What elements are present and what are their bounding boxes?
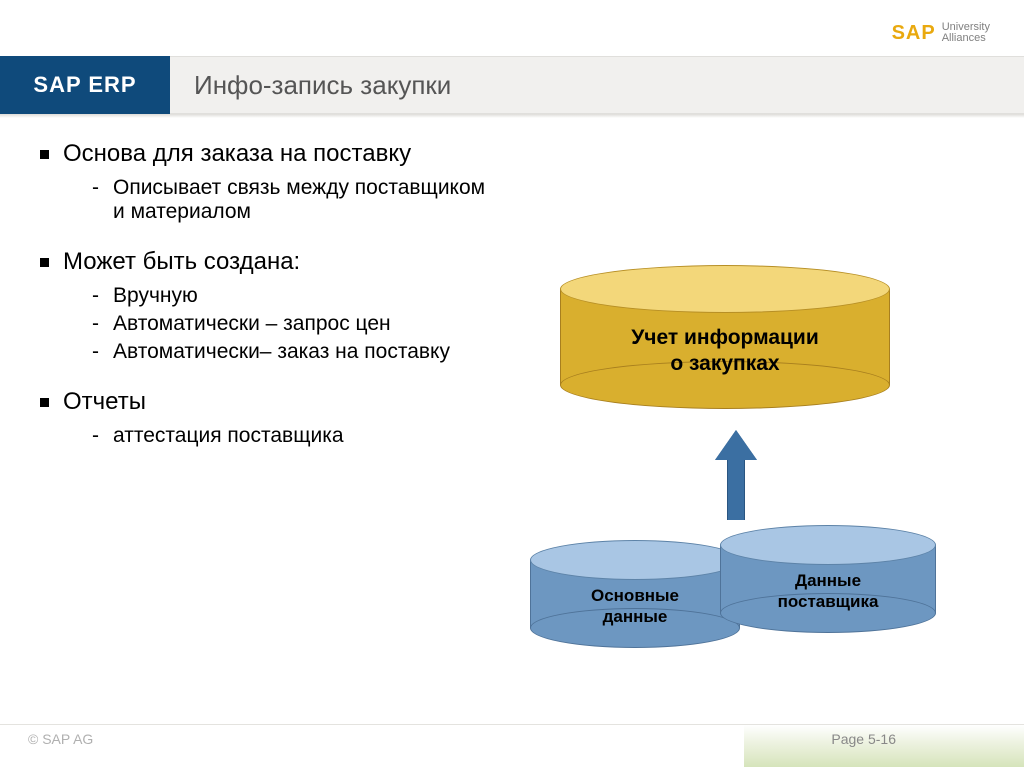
cylinder-label-right: Данныепоставщика [720,557,936,625]
sub-bullet-text: Автоматически – запрос цен [113,312,391,336]
content: Основа для заказа на поставку-Описывает … [40,140,994,697]
logo-ua-text: University Alliances [942,22,990,44]
left-column: Основа для заказа на поставку-Описывает … [40,140,490,697]
title-area: Инфо-запись закупки [170,56,1024,114]
cylinder-label-top: Учет информациио закупках [560,303,890,399]
bullet-text: Отчеты [63,388,146,416]
sub-bullet-text: аттестация поставщика [113,424,344,448]
bullet-text: Основа для заказа на поставку [63,140,411,168]
up-arrow-icon [715,430,757,520]
title-underline [0,114,1024,118]
dash-icon: - [92,312,99,336]
sub-bullet-item: -Вручную [92,284,490,308]
bullet-item: Отчеты -аттестация поставщика [40,388,490,448]
sub-bullet-text: Вручную [113,284,198,308]
cylinder-top: Учет информациио закупках [560,265,890,409]
dash-icon: - [92,424,99,448]
diagram-area: ОсновныеданныеДанныепоставщика Учет инфор… [490,140,994,697]
sub-bullet-text: Автоматически– заказ на поставку [113,340,450,364]
sap-ua-logo: SAP University Alliances [892,22,990,45]
bullet-list: Основа для заказа на поставку-Описывает … [40,140,490,448]
sub-bullet-item: -аттестация поставщика [92,424,490,448]
square-bullet-icon [40,150,49,159]
sub-bullet-item: -Автоматически– заказ на поставку [92,340,490,364]
square-bullet-icon [40,258,49,267]
logo-ua-line2: Alliances [942,33,990,44]
sub-bullet-list: -аттестация поставщика [92,424,490,448]
bullet-item: Может быть создана:-Вручную-Автоматическ… [40,248,490,364]
copyright-text: © SAP AG [28,731,93,747]
sub-bullet-item: -Описывает связь между поставщиком и мат… [92,176,490,224]
bullet-item: Основа для заказа на поставку -Описывает … [40,140,490,224]
sub-bullet-text: Описывает связь между поставщиком и мате… [113,176,490,224]
sub-bullet-list: -Вручную-Автоматически – запрос цен-Авто… [92,284,490,364]
cylinder-left: Основныеданные [530,540,740,648]
sub-bullet-item: -Автоматически – запрос цен [92,312,490,336]
square-bullet-icon [40,398,49,407]
slide-title: Инфо-запись закупки [194,70,451,101]
footer: © SAP AG Page 5-16 [28,723,996,755]
dash-icon: - [92,284,99,308]
page-number: Page 5-16 [817,723,996,755]
title-bar: SAP ERP Инфо-запись закупки [0,56,1024,114]
sub-bullet-list: -Описывает связь между поставщиком и мат… [92,176,490,224]
brand-text: SAP ERP [33,72,136,98]
dash-icon: - [92,176,99,224]
slide: SAP University Alliances SAP ERP Инфо-за… [0,0,1024,767]
dash-icon: - [92,340,99,364]
bullet-text: Может быть создана: [63,248,300,276]
brand-box: SAP ERP [0,56,170,114]
cylinder-right: Данныепоставщика [720,525,936,633]
logo-sap-text: SAP [892,22,936,45]
cylinder-label-left: Основныеданные [530,572,740,640]
